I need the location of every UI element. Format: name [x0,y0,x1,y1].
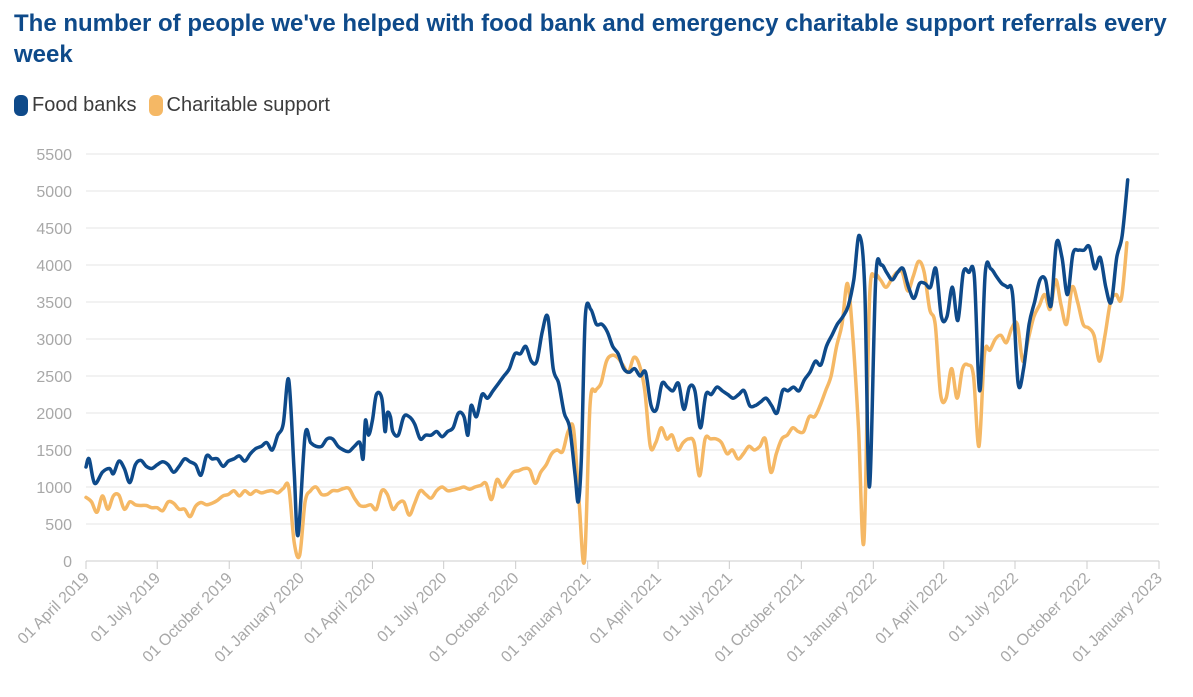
chart-title: The number of people we've helped with f… [14,10,1167,68]
grid-lines [86,153,1159,562]
x-tick-label: 01 July 2020 [374,570,450,646]
legend-label-food-banks: Food banks [32,94,137,116]
x-tick-label: 01 July 2019 [88,570,164,646]
y-tick-label: 3000 [36,332,72,349]
y-tick-label: 4000 [36,258,72,275]
y-tick-label: 0 [63,554,72,571]
x-tick-label: 01 April 2021 [587,570,665,648]
y-tick-label: 1000 [36,480,72,497]
legend-item-food-banks[interactable]: Food banks [14,94,137,117]
x-tick-label: 01 April 2020 [301,570,379,648]
y-tick-label: 5000 [36,184,72,201]
y-tick-label: 500 [45,517,72,534]
x-tick-label: 01 July 2021 [660,570,736,646]
x-tick-label: 01 April 2019 [15,570,93,648]
legend-swatch-food-banks [14,95,28,116]
legend-swatch-charitable-support [148,95,163,116]
y-tick-label: 3500 [36,295,72,312]
series-group [84,178,1130,565]
legend: Food banks Charitable support [14,94,342,117]
x-tick-label: 01 April 2022 [873,570,951,648]
series-line-charitable-support[interactable] [84,241,1129,565]
y-tick-label: 2500 [36,369,72,386]
legend-label-charitable-support: Charitable support [166,94,330,116]
x-tick-label: 01 July 2022 [946,570,1022,646]
y-tick-label: 4500 [36,221,72,238]
series-line-food-banks[interactable] [84,178,1130,538]
y-tick-label: 5500 [36,147,72,164]
y-tick-label: 2000 [36,406,72,423]
legend-item-charitable-support[interactable]: Charitable support [148,94,330,117]
y-tick-label: 1500 [36,443,72,460]
y-axis: 0 500 1000 1500 2000 2500 3000 3500 4000 4500 5000… [36,147,72,571]
